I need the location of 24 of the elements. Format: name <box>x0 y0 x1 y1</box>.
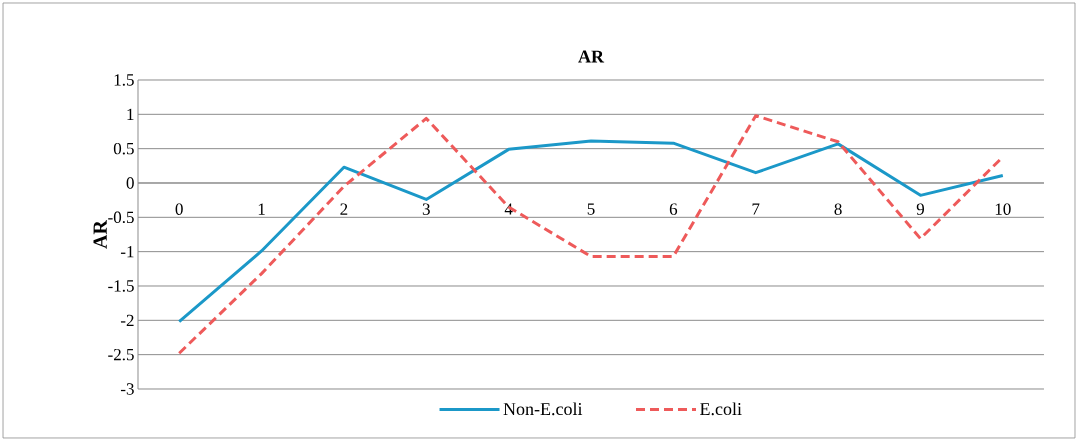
y-axis-title: AR <box>93 219 107 249</box>
x-tick-label: 8 <box>834 203 842 215</box>
y-tick-label: -2 <box>120 314 134 326</box>
y-tick-label: 1 <box>127 108 134 120</box>
x-tick-label: 3 <box>422 203 430 215</box>
x-tick-label: 7 <box>752 203 760 215</box>
y-tick-label: -3 <box>120 383 134 395</box>
x-tick-label: 5 <box>587 203 595 215</box>
y-tick-label: 0.5 <box>113 142 134 155</box>
x-tick-label: 0 <box>175 203 183 215</box>
y-tick-label: -2.5 <box>108 348 134 361</box>
x-tick-label: 9 <box>916 203 925 215</box>
x-tick-label: 1 <box>258 203 265 215</box>
y-tick-label: -0.5 <box>108 211 134 224</box>
x-tick-label: 6 <box>669 203 678 215</box>
chart-title: AR <box>578 50 605 63</box>
legend-label: E.coli <box>700 402 742 416</box>
y-tick-label: -1.5 <box>108 280 134 292</box>
y-tick-label: 0 <box>126 177 134 189</box>
y-tick-label: 1.5 <box>114 74 134 86</box>
x-tick-label: 10 <box>995 203 1011 215</box>
x-tick-label: 2 <box>340 203 348 215</box>
y-tick-label: -1 <box>120 246 134 258</box>
legend-label: Non-E.coli <box>503 402 583 416</box>
